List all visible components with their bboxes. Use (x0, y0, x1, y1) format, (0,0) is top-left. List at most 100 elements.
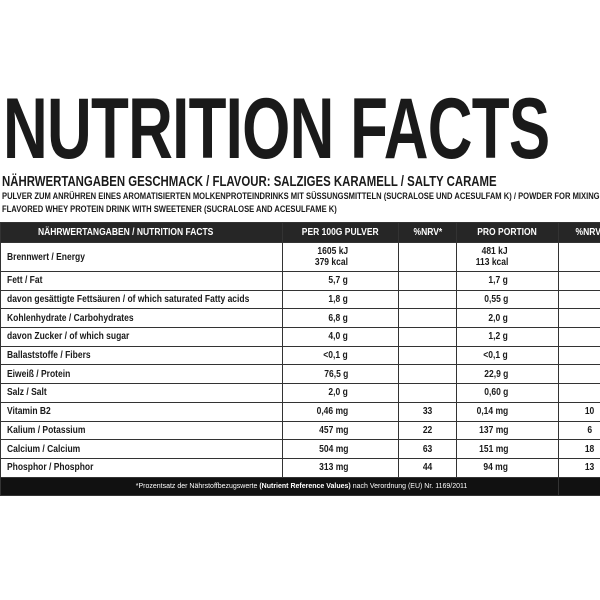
nutrient-value: 63 (398, 439, 457, 459)
value-text: 1,2 g (488, 331, 508, 343)
nutrient-row: Brennwert / Energy 1605 kJ 379 kcal 481 kJ 1… (0, 242, 600, 272)
nutrient-value: 0,14 mg (456, 401, 559, 422)
flavour-line: NÄHRWERTANGABEN GESCHMACK / FLAVOUR: SAL… (2, 173, 497, 190)
value-text: 1,8 g (328, 294, 348, 306)
nutrient-value: 33 (398, 401, 457, 422)
nutrient-value: <0,1 g (456, 345, 559, 366)
nutrient-value: 44 (398, 457, 457, 478)
value-text: 6,8 g (328, 312, 348, 324)
value-text: 4,0 g (328, 331, 348, 343)
nutrient-row: Ballaststoffe / Fibers <0,1 g <0,1 g (0, 345, 600, 366)
nutrient-value (398, 327, 457, 347)
value-text: 76,5 g (323, 368, 348, 380)
footnote: *Prozentsatz der Nährstoffbezugswerte (N… (0, 476, 559, 496)
value-text: 94 mg (483, 462, 508, 474)
nutrient-value: <0,1 g (282, 345, 399, 366)
footnote-text: nach Verordnung (EU) Nr. 1169/2011 (350, 482, 468, 490)
nutrient-value: 4,0 g (282, 327, 399, 347)
nutrient-value: 5,7 g (282, 271, 399, 291)
nutrient-name: davon Zucker / of which sugar (0, 327, 283, 347)
cell-text: Salz / Salt (7, 387, 47, 399)
cell-text: Ballaststoffe / Fibers (7, 350, 91, 362)
column-header: %NRV* (398, 222, 457, 243)
value-text: 151 mg (478, 443, 508, 455)
title: NUTRITION FACTS (3, 81, 550, 177)
value-text: 313 mg (318, 462, 348, 474)
nutrient-value: 6 (558, 420, 600, 441)
nutrition-table: NÄHRWERTANGABEN / NUTRITION FACTS PER 100… (0, 222, 600, 496)
nutrient-value (558, 364, 600, 385)
nutrient-value: 1,8 g (282, 289, 399, 310)
nutrient-name: Brennwert / Energy (0, 242, 283, 272)
cell-text: 10 (584, 406, 595, 418)
value-text: 2,0 g (328, 387, 348, 399)
nutrient-value (398, 345, 457, 366)
cell-text: 33 (422, 406, 433, 418)
nutrient-value (398, 271, 457, 291)
nutrient-value: 76,5 g (282, 364, 399, 385)
cell-text: Brennwert / Energy (7, 251, 85, 263)
cell-text: Calcium / Calcium (7, 443, 81, 455)
nutrient-value (558, 289, 600, 310)
value-text: 0,46 mg (316, 406, 348, 418)
header-text: PRO PORTION (477, 227, 538, 238)
nutrient-row: Salz / Salt 2,0 g 0,60 g (0, 383, 600, 403)
cell-text: 18 (584, 443, 595, 455)
cell-text: Kohlenhydrate / Carbohydrates (7, 312, 134, 324)
nutrient-row: davon gesättigte Fettsäuren / of which s… (0, 289, 600, 310)
column-header: PRO PORTION (456, 222, 559, 243)
footnote-row: *Prozentsatz der Nährstoffbezugswerte (N… (0, 476, 600, 496)
nutrient-value: 2,0 g (282, 383, 399, 403)
cell-text: 22 (422, 424, 433, 436)
header-text: PER 100G PULVER (302, 227, 379, 238)
nutrient-value: 151 mg (456, 439, 559, 459)
nutrient-name: Kalium / Potassium (0, 420, 283, 441)
cell-text: 6 (587, 424, 592, 436)
header-text: %NRV* (413, 227, 442, 238)
value-text: <0,1 g (483, 350, 508, 362)
description: PULVER ZUM ANRÜHREN EINES AROMATISIERTEN… (2, 191, 600, 202)
footnote-text: (Nutrient Reference Values) (259, 482, 351, 490)
nutrient-value: 137 mg (456, 420, 559, 441)
nutrient-value (558, 345, 600, 366)
nutrient-value: 0,55 g (456, 289, 559, 310)
nutrient-value (398, 364, 457, 385)
nutrient-row: Kohlenhydrate / Carbohydrates 6,8 g 2,0 g (0, 308, 600, 329)
cell-text: 13 (584, 462, 595, 474)
nutrient-row: davon Zucker / of which sugar 4,0 g 1,2 g (0, 327, 600, 347)
nutrient-value: 0,60 g (456, 383, 559, 403)
nutrient-value: 6,8 g (282, 308, 399, 329)
header-text: %NRV* (575, 227, 600, 238)
header-row: NÄHRWERTANGABEN / NUTRITION FACTS PER 100… (0, 222, 600, 243)
cell-text: Fett / Fat (7, 275, 43, 287)
value-text: 0,55 g (483, 294, 508, 306)
column-header: NÄHRWERTANGABEN / NUTRITION FACTS (0, 222, 283, 243)
nutrient-name: Calcium / Calcium (0, 439, 283, 459)
nutrient-value: 1,7 g (456, 271, 559, 291)
value-text: 1605 kJ (317, 246, 348, 257)
description: FLAVORED WHEY PROTEIN DRINK WITH SWEETEN… (2, 204, 337, 215)
value-text: 1,7 g (488, 275, 508, 287)
nutrient-name: Phosphor / Phosphor (0, 457, 283, 478)
header-text: NÄHRWERTANGABEN / NUTRITION FACTS (38, 227, 214, 238)
nutrient-row: Fett / Fat 5,7 g 1,7 g (0, 271, 600, 291)
nutrient-value: 18 (558, 439, 600, 459)
nutrient-value (398, 308, 457, 329)
nutrient-value (398, 242, 457, 272)
nutrient-row: Vitamin B2 0,46 mg 33 0,14 mg 10 (0, 401, 600, 422)
value-text: 457 mg (318, 424, 348, 436)
cell-text: 63 (422, 443, 433, 455)
value-text: 379 kcal (314, 257, 348, 268)
nutrient-value (558, 327, 600, 347)
nutrient-name: Vitamin B2 (0, 401, 283, 422)
nutrient-name: Eiweiß / Protein (0, 364, 283, 385)
nutrient-value: 1605 kJ 379 kcal (282, 242, 399, 272)
nutrient-value: 457 mg (282, 420, 399, 441)
nutrient-row: Eiweiß / Protein 76,5 g 22,9 g (0, 364, 600, 385)
nutrient-value: 94 mg (456, 457, 559, 478)
value-text: 5,7 g (328, 275, 348, 287)
nutrient-value: 1,2 g (456, 327, 559, 347)
nutrient-value (398, 289, 457, 310)
nutrient-value (558, 308, 600, 329)
